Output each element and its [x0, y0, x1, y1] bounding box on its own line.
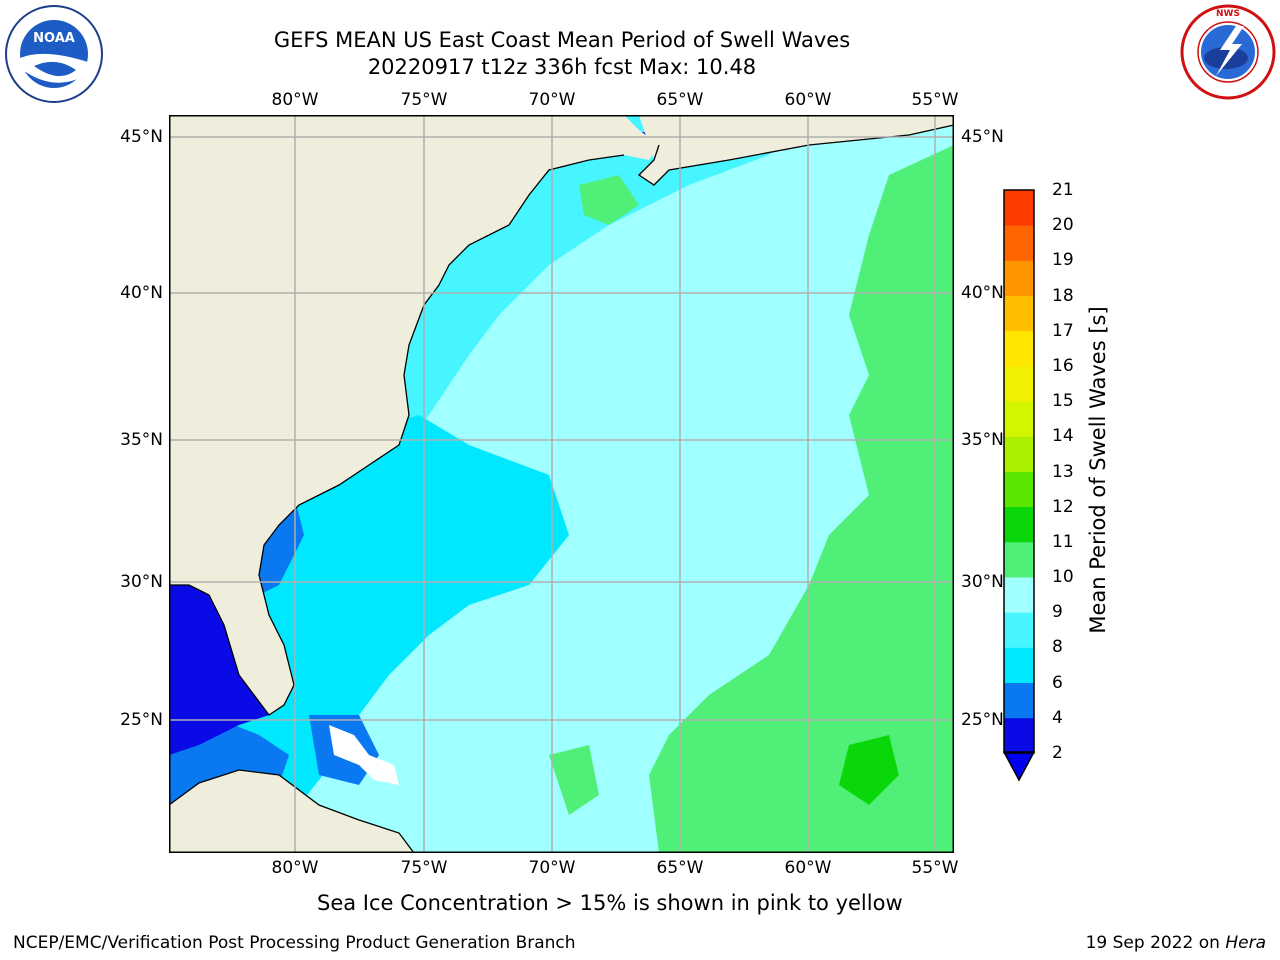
swell-zone-9-10-south — [549, 745, 599, 815]
colorbar-tick-label: 9 — [1052, 602, 1063, 623]
colorbar-tick-label: 2 — [1052, 743, 1063, 763]
svg-text:NWS: NWS — [1216, 9, 1240, 19]
lat-label-left-35n: 35°N — [120, 430, 163, 450]
colorbar-tick-label: 13 — [1052, 461, 1074, 482]
swell-zone-9-10-east — [649, 145, 954, 853]
colorbar-segment — [1004, 647, 1034, 684]
colorbar-tick-label: 16 — [1052, 355, 1074, 376]
bahamas-shoal — [329, 725, 399, 785]
colorbar-tick-label: 17 — [1052, 320, 1074, 341]
colorbar-extend-arrow — [1003, 751, 1036, 782]
colorbar-segment — [1004, 612, 1034, 648]
lon-label-bottom-70w: 70°W — [528, 858, 576, 878]
lat-label-left-25n: 25°N — [120, 710, 163, 730]
lat-label-right-45n: 45°N — [961, 127, 1004, 147]
land-cuba — [169, 770, 414, 853]
coastline-us — [169, 154, 625, 716]
lat-label-left-30n: 30°N — [120, 572, 163, 592]
colorbar-tick-label: 14 — [1052, 426, 1074, 447]
swell-zone-10-11 — [839, 735, 899, 805]
colorbar-tick-label: 6 — [1052, 672, 1063, 693]
lat-label-right-30n: 30°N — [961, 572, 1004, 592]
map-subtitle: 20220917 t12z 336h fcst Max: 10.48 — [367, 55, 757, 79]
colorbar-tick-label: 4 — [1052, 707, 1063, 728]
colorbar-tick-label: 21 — [1052, 180, 1074, 200]
lon-label-bottom-65w: 65°W — [656, 858, 704, 878]
colorbar-segment — [1004, 295, 1034, 332]
colorbar-title: Mean Period of Swell Waves [s] — [1086, 306, 1110, 634]
colorbar-segment — [1004, 577, 1034, 613]
lon-label-top-80w: 80°W — [271, 90, 319, 110]
lat-label-left-40n: 40°N — [120, 283, 163, 303]
colorbar-tick-label: 10 — [1052, 567, 1074, 588]
grid-lines — [169, 115, 954, 853]
map-title: GEFS MEAN US East Coast Mean Period of S… — [273, 28, 851, 52]
coastline-maritimes — [637, 124, 954, 186]
colorbar-tick-label: 15 — [1052, 391, 1074, 412]
lon-label-top-65w: 65°W — [656, 90, 704, 110]
colorbar-segment — [1004, 260, 1034, 296]
colorbar-segment — [1004, 190, 1034, 226]
noaa-logo-text: NOAA — [33, 31, 75, 46]
swell-zone-9-10-north — [579, 175, 639, 225]
lon-label-bottom-75w: 75°W — [400, 858, 448, 878]
colorbar-border — [1003, 189, 1035, 754]
colorbar-tick-label: 18 — [1052, 285, 1074, 306]
lat-label-right-40n: 40°N — [961, 283, 1004, 303]
colorbar-segments — [1004, 190, 1034, 754]
colorbar-segment — [1004, 506, 1034, 543]
date-stamp: 19 Sep 2022 on Hera — [1086, 933, 1266, 953]
colorbar-tick-label: 12 — [1052, 496, 1074, 517]
lon-label-top-70w: 70°W — [528, 90, 576, 110]
colorbar-segment — [1004, 225, 1034, 261]
colorbar-segment — [1004, 365, 1034, 402]
lon-label-top-75w: 75°W — [400, 90, 448, 110]
credit-text: NCEP/EMC/Verification Post Processing Pr… — [13, 933, 576, 953]
lon-label-bottom-80w: 80°W — [271, 858, 319, 878]
map-border — [169, 115, 954, 853]
lat-label-right-25n: 25°N — [961, 710, 1004, 730]
colorbar-segment — [1004, 471, 1034, 508]
colorbar-segment — [1004, 682, 1034, 719]
coastline-cuba — [169, 769, 415, 853]
colorbar-tick-label: 8 — [1052, 637, 1063, 658]
colorbar-tick-label: 19 — [1052, 250, 1074, 271]
land-maritimes — [639, 115, 954, 185]
lat-label-right-35n: 35°N — [961, 430, 1004, 450]
machine-name: Hera — [1225, 933, 1266, 953]
nws-logo-icon: NWS — [1180, 4, 1276, 100]
colorbar-tick-label: 11 — [1052, 531, 1074, 552]
land-north-america — [169, 115, 659, 715]
noaa-logo-icon: NOAA — [5, 5, 103, 103]
colorbar — [1003, 189, 1036, 782]
colorbar-segment — [1004, 330, 1034, 367]
lon-label-bottom-55w: 55°W — [911, 858, 959, 878]
colorbar-segment — [1004, 541, 1034, 578]
swell-zone-below-2-gulf — [169, 585, 269, 755]
colorbar-tick-label: 20 — [1052, 215, 1074, 236]
colorbar-segment — [1004, 717, 1034, 754]
lon-label-top-55w: 55°W — [911, 90, 959, 110]
colorbar-segment — [1004, 436, 1034, 472]
swell-period-map — [169, 115, 954, 853]
lon-label-top-60w: 60°W — [784, 90, 832, 110]
lon-label-bottom-60w: 60°W — [784, 858, 832, 878]
sea-ice-note: Sea Ice Concentration > 15% is shown in … — [317, 891, 903, 915]
lat-label-left-45n: 45°N — [120, 127, 163, 147]
colorbar-segment — [1004, 401, 1034, 437]
date-text: 19 Sep 2022 on — [1085, 933, 1226, 953]
